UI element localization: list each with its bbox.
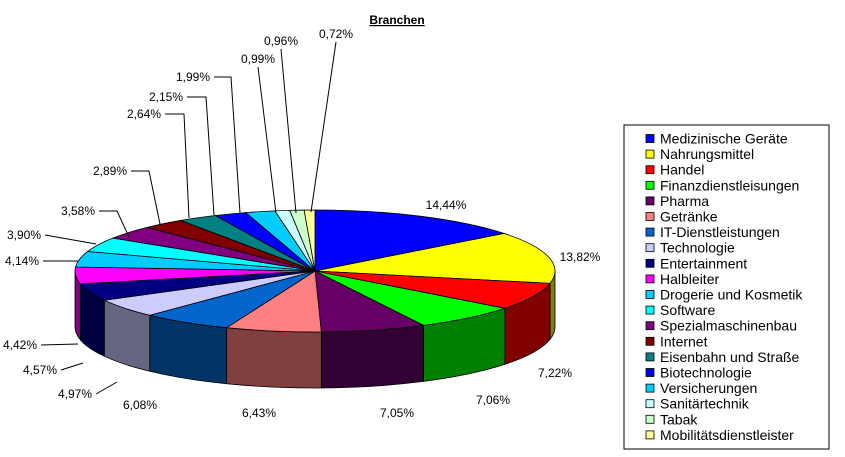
data-label-14: 2,64% xyxy=(127,107,161,121)
data-label-13: 2,89% xyxy=(93,164,127,178)
leader-line-19 xyxy=(310,41,337,213)
data-label-19: 0,72% xyxy=(319,27,353,41)
legend-item-6: IT-Dienstleistungen xyxy=(660,224,780,240)
legend-swatch-1 xyxy=(645,149,655,159)
data-label-7: 4,97% xyxy=(58,387,92,401)
legend-swatch-5 xyxy=(645,212,655,221)
legend-item-18: Tabak xyxy=(660,411,698,427)
data-label-15: 2,15% xyxy=(149,90,183,104)
legend-swatch-2 xyxy=(645,165,655,175)
data-label-6: 6,08% xyxy=(123,398,157,412)
pie-tops xyxy=(74,209,556,333)
leader-line-16 xyxy=(214,76,241,214)
legend-item-16: Versicherungen xyxy=(660,380,757,396)
leader-line-7 xyxy=(95,381,118,395)
legend-swatch-12 xyxy=(645,321,655,331)
data-label-8: 4,57% xyxy=(23,363,57,377)
legend-item-0: Medizinische Geräte xyxy=(660,131,788,147)
leader-line-14 xyxy=(165,113,190,219)
legend-swatch-8 xyxy=(645,258,655,268)
pie-labels: 14,44% 13,82% 7,22% 7,06% 7,05% 6,43% 6,08% 4,9… xyxy=(3,27,601,420)
data-label-2: 7,22% xyxy=(538,366,572,380)
leader-line-17 xyxy=(257,66,277,214)
legend-item-11: Software xyxy=(660,302,715,318)
data-label-5: 6,43% xyxy=(242,406,276,420)
pie-wall-5 xyxy=(226,327,322,389)
legend-item-4: Pharma xyxy=(660,193,709,209)
legend-item-1: Nahrungsmittel xyxy=(660,146,754,162)
data-label-0: 14,44% xyxy=(426,198,467,212)
legend-swatch-0 xyxy=(645,134,655,143)
legend-swatch-7 xyxy=(645,243,655,253)
pie-slice-1 xyxy=(314,233,556,284)
legend-item-5: Getränke xyxy=(660,209,718,225)
legend-swatch-19 xyxy=(645,430,655,440)
legend-item-19: Mobilitätsdienstleister xyxy=(660,427,794,443)
data-label-18: 0,96% xyxy=(264,34,298,48)
legend-swatch-6 xyxy=(645,227,655,237)
legend-swatch-4 xyxy=(645,196,655,206)
data-label-4: 7,05% xyxy=(380,406,414,420)
legend-item-17: Sanitärtechnik xyxy=(660,396,750,412)
legend-swatch-15 xyxy=(645,368,655,377)
legend-swatch-3 xyxy=(645,180,655,190)
legend-item-3: Finanzdienstleisungen xyxy=(660,177,799,193)
data-label-3: 7,06% xyxy=(476,393,510,407)
data-label-17: 0,99% xyxy=(241,52,275,66)
pie-slice-19 xyxy=(303,209,316,272)
legend-swatch-11 xyxy=(645,305,655,315)
data-label-9: 4,42% xyxy=(3,338,37,352)
legend-swatch-14 xyxy=(645,352,655,362)
data-label-10: 4,14% xyxy=(5,254,39,268)
legend-item-10: Drogerie und Kosmetik xyxy=(660,287,803,303)
legend: Medizinische GeräteNahrungsmittelHandelF… xyxy=(623,124,830,450)
data-label-1: 13,82% xyxy=(560,250,601,264)
leader-line-11 xyxy=(44,234,97,245)
data-label-11: 3,90% xyxy=(7,228,41,242)
chart-title: Branchen xyxy=(369,13,424,27)
legend-swatch-9 xyxy=(645,274,655,284)
legend-item-2: Handel xyxy=(660,162,704,178)
data-label-16: 1,99% xyxy=(176,70,210,84)
legend-swatch-10 xyxy=(645,290,655,299)
leader-line-9 xyxy=(40,343,79,346)
legend-swatch-17 xyxy=(645,399,655,409)
legend-box xyxy=(623,124,830,450)
leader-line-18 xyxy=(280,48,297,214)
legend-item-8: Entertainment xyxy=(660,255,747,271)
legend-item-12: Spezialmaschinenbau xyxy=(660,318,797,334)
legend-swatch-16 xyxy=(645,383,655,393)
data-label-12: 3,58% xyxy=(61,204,95,218)
pie-slice-0 xyxy=(314,209,506,272)
legend-item-9: Halbleiter xyxy=(660,271,719,287)
pie-slice-3 xyxy=(314,270,507,326)
leader-line-15 xyxy=(187,96,215,216)
leader-line-8 xyxy=(60,362,84,371)
legend-swatch-13 xyxy=(645,336,655,346)
legend-item-14: Eisenbahn und Straße xyxy=(660,349,800,365)
pie-wall-4 xyxy=(320,324,424,389)
leader-line-12 xyxy=(99,210,130,238)
legend-item-15: Biotechnologie xyxy=(660,365,752,381)
pie-slice-4 xyxy=(314,270,425,333)
legend-swatch-18 xyxy=(645,414,655,424)
leader-line-13 xyxy=(131,170,161,225)
legend-item-7: Technologie xyxy=(660,240,735,256)
legend-item-13: Internet xyxy=(660,333,708,349)
pie-slice-2 xyxy=(314,270,551,309)
